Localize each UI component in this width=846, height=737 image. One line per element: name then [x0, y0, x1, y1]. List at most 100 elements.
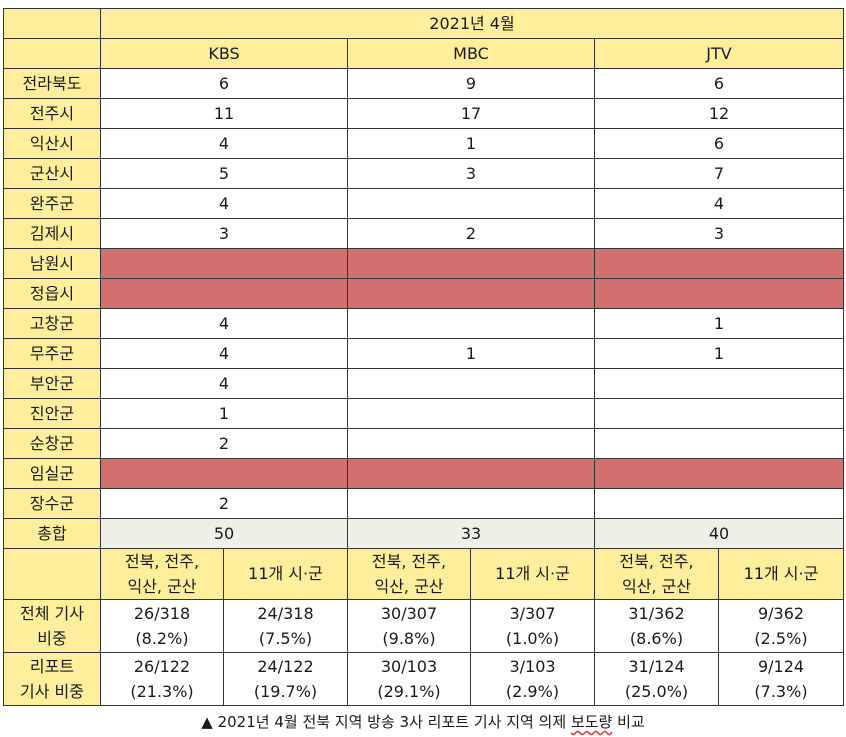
- caption-text: ▲ 2021년 4월 전북 지역 방송 3사 리포트 기사 지역 의제: [201, 713, 571, 731]
- region-label: 진안군: [3, 398, 101, 429]
- subheader-eleven-counties: 11개 시·군: [223, 548, 348, 600]
- share-cell: 3/307 (1.0%): [470, 599, 595, 653]
- count-kbs: 1: [100, 398, 348, 429]
- label-line: 기사 비중: [20, 682, 84, 701]
- share-count: 30/307: [380, 604, 438, 623]
- subheader-line: 익산, 군산: [127, 577, 197, 596]
- total-kbs: 50: [100, 518, 348, 549]
- share-count: 30/103: [380, 657, 438, 676]
- share-cell: 9/124 (7.3%): [718, 652, 844, 706]
- corner-cell-2: [3, 38, 101, 69]
- count-kbs: 3: [100, 218, 348, 249]
- share-count: 9/362: [757, 604, 805, 623]
- table-caption: ▲ 2021년 4월 전북 지역 방송 3사 리포트 기사 지역 의제 보도량 …: [0, 712, 846, 732]
- caption-tail: 비교: [612, 713, 645, 731]
- region-row: 익산시 4 1 6: [3, 128, 844, 159]
- region-label: 임실군: [3, 458, 101, 489]
- subheader-line: 전북, 전주,: [371, 552, 447, 571]
- subheader-line: 전북, 전주,: [124, 552, 200, 571]
- count-jtv: 1: [594, 308, 844, 339]
- region-label: 장수군: [3, 488, 101, 519]
- share-count: 24/122: [257, 657, 314, 676]
- count-mbc: [347, 398, 595, 429]
- region-row: 임실군: [3, 458, 844, 489]
- count-kbs: [100, 248, 348, 279]
- share-all-row-label: 전체 기사 비중: [3, 599, 101, 653]
- region-label: 전주시: [3, 98, 101, 129]
- label-line: 비중: [37, 629, 67, 648]
- region-row: 군산시 5 3 7: [3, 158, 844, 189]
- count-jtv: 12: [594, 98, 844, 129]
- share-count: 31/124: [628, 657, 685, 676]
- region-label: 김제시: [3, 218, 101, 249]
- count-mbc: [347, 308, 595, 339]
- count-jtv: [594, 398, 844, 429]
- region-label: 전라북도: [3, 68, 101, 99]
- total-label: 총합: [3, 518, 101, 549]
- count-jtv: [594, 428, 844, 459]
- region-label: 부안군: [3, 368, 101, 399]
- count-mbc: [347, 248, 595, 279]
- station-header-mbc: MBC: [347, 38, 595, 69]
- count-jtv: [594, 278, 844, 309]
- count-kbs: 2: [100, 428, 348, 459]
- count-mbc: 3: [347, 158, 595, 189]
- share-cell: 3/103 (2.9%): [470, 652, 595, 706]
- count-kbs: 4: [100, 308, 348, 339]
- share-percent: (9.8%): [382, 629, 436, 648]
- region-row: 김제시 3 2 3: [3, 218, 844, 249]
- share-all-row: 전체 기사 비중 26/318 (8.2%) 24/318 (7.5%) 30/307 (9.…: [3, 599, 844, 653]
- share-cell: 30/103 (29.1%): [347, 652, 471, 706]
- subheader-major-cities: 전북, 전주, 익산, 군산: [347, 548, 471, 600]
- label-line: 리포트: [29, 657, 75, 676]
- subheader-line: 전북, 전주,: [619, 552, 694, 571]
- region-label: 순창군: [3, 428, 101, 459]
- share-cell: 24/318 (7.5%): [223, 599, 348, 653]
- count-jtv: [594, 368, 844, 399]
- region-label: 정읍시: [3, 278, 101, 309]
- share-cell: 26/122 (21.3%): [100, 652, 224, 706]
- count-jtv: [594, 458, 844, 489]
- count-jtv: 1: [594, 338, 844, 369]
- subheader-eleven-counties: 11개 시·군: [470, 548, 595, 600]
- share-percent: (29.1%): [377, 682, 441, 701]
- region-row: 진안군 1: [3, 398, 844, 429]
- caption-underlined-word: 보도량: [570, 713, 613, 731]
- share-cell: 26/318 (8.2%): [100, 599, 224, 653]
- count-mbc: [347, 368, 595, 399]
- count-jtv: 7: [594, 158, 844, 189]
- region-row: 완주군 4 4: [3, 188, 844, 219]
- region-row: 정읍시: [3, 278, 844, 309]
- subheader-corner: [3, 548, 101, 600]
- count-kbs: 4: [100, 368, 348, 399]
- share-percent: (8.2%): [135, 629, 189, 648]
- count-kbs: 5: [100, 158, 348, 189]
- count-mbc: 17: [347, 98, 595, 129]
- share-count: 26/122: [133, 657, 191, 676]
- count-jtv: 6: [594, 128, 844, 159]
- count-jtv: [594, 488, 844, 519]
- count-jtv: 3: [594, 218, 844, 249]
- region-label: 무주군: [3, 338, 101, 369]
- share-cell: 31/362 (8.6%): [594, 599, 719, 653]
- count-mbc: 1: [347, 338, 595, 369]
- subheader-row: 전북, 전주, 익산, 군산 11개 시·군 전북, 전주, 익산, 군산 11개 시·군…: [3, 548, 844, 600]
- count-jtv: 6: [594, 68, 844, 99]
- subheader-line: 익산, 군산: [621, 577, 692, 596]
- share-report-row: 리포트 기사 비중 26/122 (21.3%) 24/122 (19.7%) 30/103…: [3, 652, 844, 706]
- region-label: 군산시: [3, 158, 101, 189]
- share-cell: 9/362 (2.5%): [718, 599, 844, 653]
- total-jtv: 40: [594, 518, 844, 549]
- count-kbs: [100, 458, 348, 489]
- share-count: 26/318: [133, 604, 191, 623]
- subheader-line: 익산, 군산: [374, 577, 444, 596]
- count-mbc: [347, 278, 595, 309]
- count-jtv: 4: [594, 188, 844, 219]
- region-row: 전주시 11 17 12: [3, 98, 844, 129]
- total-row: 총합 50 33 40: [3, 518, 844, 549]
- count-mbc: [347, 428, 595, 459]
- count-mbc: [347, 488, 595, 519]
- share-percent: (8.6%): [629, 629, 684, 648]
- region-label: 고창군: [3, 308, 101, 339]
- share-percent: (25.0%): [624, 682, 689, 701]
